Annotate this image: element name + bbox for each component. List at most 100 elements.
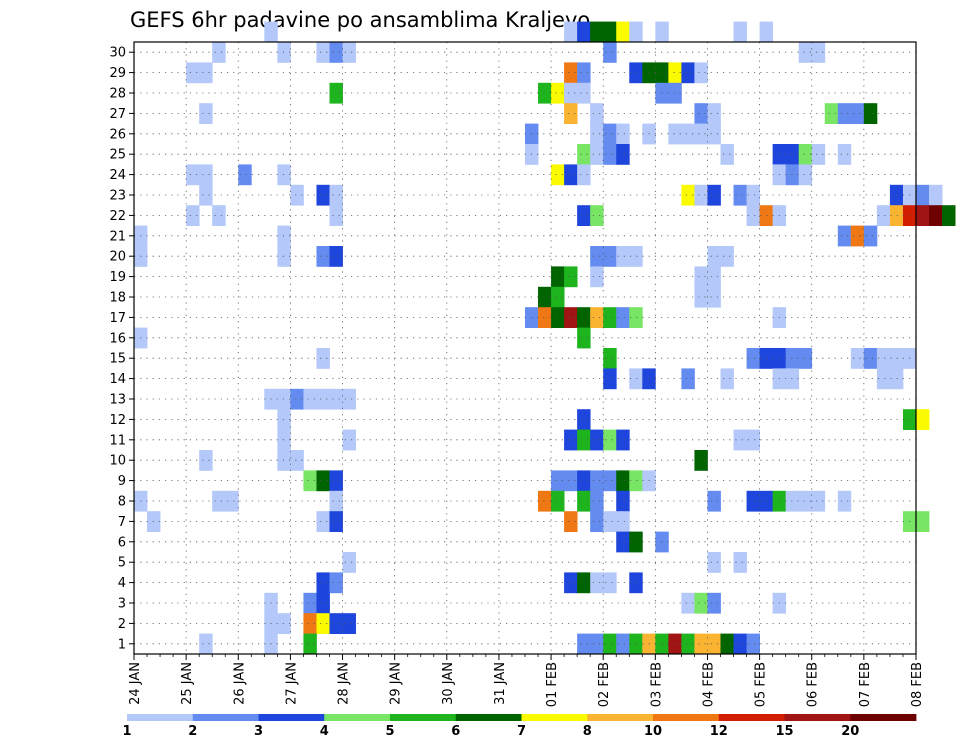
heat-cell xyxy=(629,21,643,43)
heat-cell xyxy=(616,511,630,532)
heat-cell xyxy=(746,429,760,451)
heat-cell xyxy=(577,144,591,165)
heat-cell xyxy=(590,205,604,226)
colorbar-swatch xyxy=(127,714,194,721)
y-tick-label: 29 xyxy=(109,66,126,81)
heat-cell xyxy=(616,123,630,145)
y-tick-label: 11 xyxy=(109,433,126,448)
x-tick-label: 04 FEB xyxy=(701,662,716,707)
colorbar-label: 6 xyxy=(451,724,460,739)
heat-cell xyxy=(720,144,734,165)
colorbar-label: 7 xyxy=(517,724,526,739)
heat-cell xyxy=(303,633,317,655)
heat-cell xyxy=(316,613,330,634)
heat-cell xyxy=(551,82,565,104)
colorbar-label: 15 xyxy=(775,724,793,739)
colorbar-label: 8 xyxy=(583,724,592,739)
y-tick-label: 7 xyxy=(118,515,126,530)
x-tick-label: 31 JAN xyxy=(493,662,508,705)
x-tick-label: 06 FEB xyxy=(806,662,821,707)
heat-cell xyxy=(603,42,617,63)
heat-cell xyxy=(603,21,617,43)
heat-cell xyxy=(590,511,604,532)
heat-cell xyxy=(837,103,852,124)
colorbar-label: 5 xyxy=(385,724,394,739)
heat-cell xyxy=(733,633,747,655)
y-tick-label: 26 xyxy=(109,127,126,142)
colorbar-swatch xyxy=(521,714,588,721)
y-tick-label: 16 xyxy=(109,331,126,346)
heat-cell xyxy=(616,633,630,655)
heat-cell xyxy=(316,388,330,410)
y-tick-label: 15 xyxy=(109,352,126,367)
heat-cell xyxy=(590,572,604,594)
heat-cell xyxy=(916,205,930,226)
heat-cell xyxy=(342,42,356,63)
heat-cell xyxy=(707,633,721,655)
heat-cell xyxy=(316,42,330,63)
heat-cell xyxy=(798,490,813,512)
heat-cell xyxy=(277,613,291,634)
heat-cell xyxy=(798,348,813,369)
heat-cell xyxy=(681,62,695,84)
heat-cell xyxy=(707,592,721,614)
y-tick-label: 12 xyxy=(109,413,126,428)
heat-cell xyxy=(707,184,721,206)
heat-cell xyxy=(564,164,578,186)
heat-cell xyxy=(876,368,891,390)
colorbar-label: 20 xyxy=(841,724,859,739)
heat-cell xyxy=(850,348,865,369)
x-tick-label: 05 FEB xyxy=(754,662,769,707)
heat-cell xyxy=(277,246,291,267)
heat-cell xyxy=(720,246,734,267)
colorbar-swatch xyxy=(587,714,654,721)
heat-cell xyxy=(590,21,604,43)
y-tick-label: 24 xyxy=(109,168,126,183)
heat-cell xyxy=(564,470,578,492)
heat-cell xyxy=(603,429,617,451)
heat-cell xyxy=(694,103,708,124)
y-tick-label: 10 xyxy=(109,454,126,469)
heat-cell xyxy=(329,205,343,226)
heat-cell xyxy=(316,246,330,267)
heat-cell xyxy=(342,552,356,573)
heat-cell xyxy=(551,490,565,512)
heat-cell xyxy=(863,225,878,247)
colorbar-swatch xyxy=(192,714,259,721)
heat-cell xyxy=(603,511,617,532)
heat-cell xyxy=(837,144,852,165)
heat-cell xyxy=(577,307,591,328)
y-tick-label: 9 xyxy=(118,474,126,489)
heat-cell xyxy=(707,246,721,267)
heat-cell xyxy=(577,205,591,226)
heat-cell xyxy=(329,572,343,594)
heat-cell xyxy=(759,21,774,43)
y-tick-label: 1 xyxy=(118,637,126,652)
x-axis: 24 JAN 25 JAN 26 JAN 27 JAN 28 JAN 29 JAN 30 J… xyxy=(128,654,925,707)
y-tick-label: 25 xyxy=(109,148,126,163)
heat-cell xyxy=(603,368,617,390)
chart-title: GEFS 6hr padavine po ansamblima Kraljevo xyxy=(130,8,590,32)
heat-cell xyxy=(616,144,630,165)
heat-cell xyxy=(329,613,343,634)
heat-cell xyxy=(225,490,239,512)
x-tick-label: 28 JAN xyxy=(337,662,352,705)
heat-cell xyxy=(616,21,630,43)
heat-cell xyxy=(329,246,343,267)
colorbar-label: 1 xyxy=(122,724,131,739)
heat-cell xyxy=(668,62,682,84)
heat-cell xyxy=(277,164,291,186)
heat-cell xyxy=(720,368,734,390)
heat-cell xyxy=(186,205,200,226)
colorbar-swatch xyxy=(455,714,522,721)
y-axis: 1234567891011121314151617181920212223242… xyxy=(109,46,134,652)
heat-cell xyxy=(316,572,330,594)
heat-cell xyxy=(916,184,930,206)
heat-cell xyxy=(577,633,591,655)
heat-cell xyxy=(277,225,291,247)
heat-cell xyxy=(564,103,578,124)
heat-cell xyxy=(824,103,839,124)
heat-cell xyxy=(590,633,604,655)
heat-cell xyxy=(342,613,356,634)
heat-cell xyxy=(707,490,721,512)
